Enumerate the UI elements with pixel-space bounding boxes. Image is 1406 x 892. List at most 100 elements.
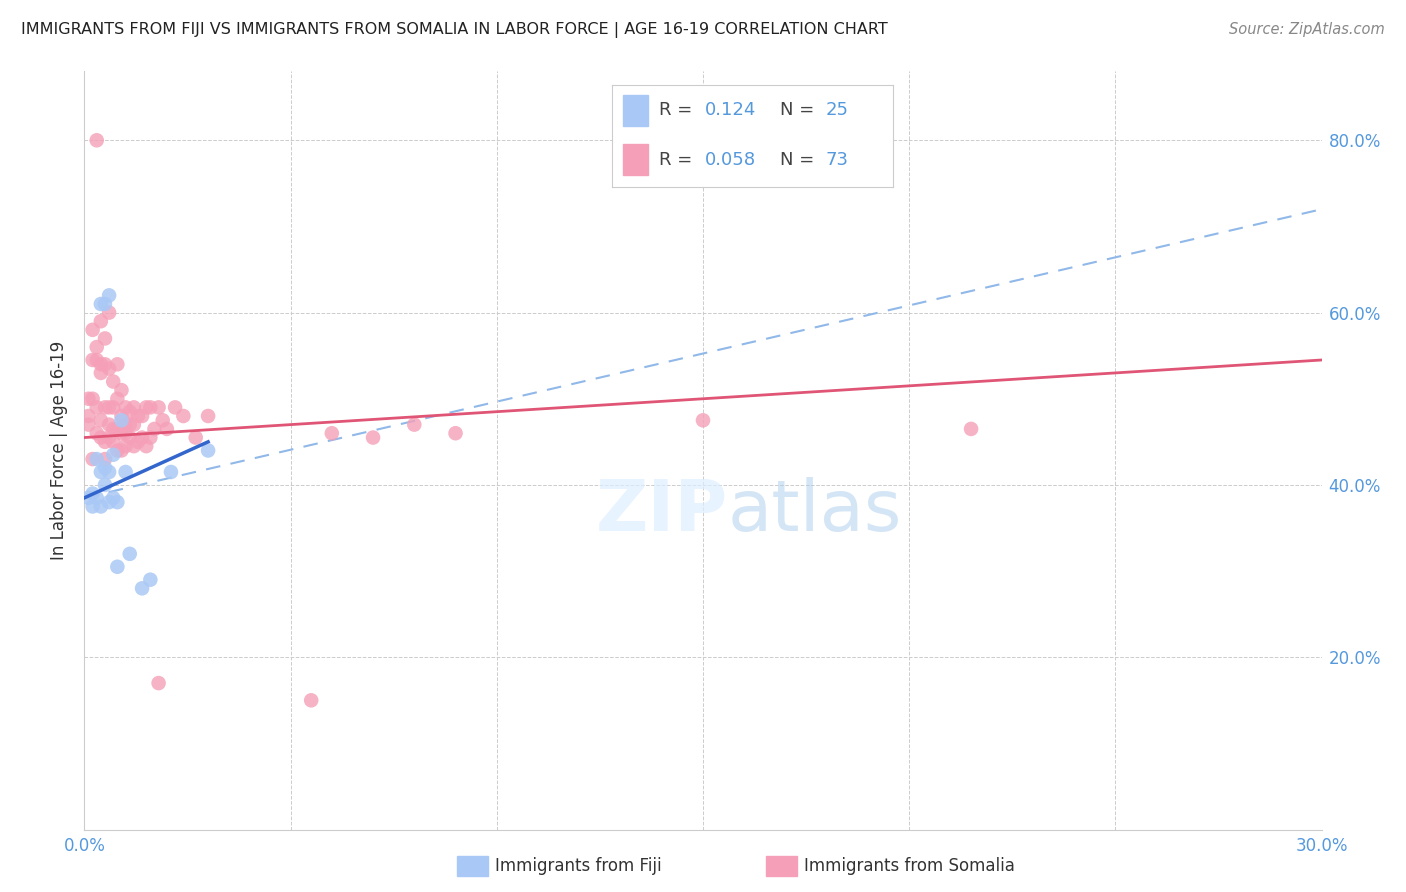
Point <box>156 422 179 436</box>
Point <box>77 392 100 406</box>
Point <box>82 323 104 337</box>
Point <box>103 434 125 449</box>
Point <box>98 401 121 415</box>
Point <box>110 409 132 423</box>
Text: ZIP: ZIP <box>596 476 728 546</box>
Point <box>361 431 384 445</box>
Point <box>82 500 104 514</box>
Point <box>135 401 157 415</box>
Point <box>86 426 108 441</box>
Point <box>86 452 108 467</box>
Point <box>90 413 112 427</box>
Point <box>165 401 187 415</box>
Point <box>98 288 121 302</box>
Point <box>105 357 128 371</box>
Text: N =: N = <box>780 151 820 169</box>
Point <box>110 413 132 427</box>
Point <box>118 405 141 419</box>
Point <box>114 439 136 453</box>
Point <box>131 409 153 423</box>
Bar <box>623 95 648 126</box>
Point <box>90 500 112 514</box>
Point <box>82 392 104 406</box>
Point <box>122 401 145 415</box>
Point <box>114 426 136 441</box>
Point <box>105 443 128 458</box>
Point <box>139 573 162 587</box>
Point <box>103 375 125 389</box>
Point <box>98 417 121 432</box>
Point <box>90 465 112 479</box>
Text: Immigrants from Somalia: Immigrants from Somalia <box>804 857 1015 875</box>
Text: R =: R = <box>659 151 699 169</box>
Point <box>98 305 121 319</box>
Point <box>321 426 343 441</box>
Point <box>94 401 117 415</box>
Point <box>960 422 983 436</box>
Point <box>139 431 162 445</box>
Text: 0.124: 0.124 <box>704 102 756 120</box>
Point <box>86 401 108 415</box>
Point <box>148 676 170 690</box>
Point <box>152 413 174 427</box>
Point <box>90 297 112 311</box>
Point <box>118 417 141 432</box>
Point <box>148 401 170 415</box>
Point <box>197 443 219 458</box>
Point <box>86 491 108 505</box>
Text: N =: N = <box>780 102 820 120</box>
Point <box>197 409 219 423</box>
Point <box>114 465 136 479</box>
Point <box>98 495 121 509</box>
Point <box>110 383 132 397</box>
Point <box>692 413 714 427</box>
Text: IMMIGRANTS FROM FIJI VS IMMIGRANTS FROM SOMALIA IN LABOR FORCE | AGE 16-19 CORRE: IMMIGRANTS FROM FIJI VS IMMIGRANTS FROM … <box>21 22 887 38</box>
Point <box>86 353 108 368</box>
Point <box>127 434 149 449</box>
Point <box>82 353 104 368</box>
Point <box>82 452 104 467</box>
Text: 0.058: 0.058 <box>704 151 755 169</box>
Point <box>103 448 125 462</box>
Point <box>110 443 132 458</box>
Point <box>105 495 128 509</box>
Text: Immigrants from Fiji: Immigrants from Fiji <box>495 857 662 875</box>
Point <box>77 417 100 432</box>
Point <box>172 409 194 423</box>
Point <box>103 401 125 415</box>
Point <box>105 392 128 406</box>
Point <box>94 434 117 449</box>
Point <box>94 357 117 371</box>
Text: R =: R = <box>659 102 699 120</box>
Point <box>110 426 132 441</box>
Point <box>86 340 108 354</box>
Point <box>299 693 322 707</box>
Text: atlas: atlas <box>728 476 903 546</box>
Point <box>82 486 104 500</box>
Point <box>184 431 207 445</box>
Point <box>94 297 117 311</box>
Point <box>98 465 121 479</box>
Point <box>143 422 166 436</box>
Point <box>122 439 145 453</box>
Text: 73: 73 <box>825 151 848 169</box>
Point <box>118 547 141 561</box>
Point <box>94 331 117 345</box>
Point <box>94 478 117 492</box>
Point <box>139 401 162 415</box>
Point <box>131 431 153 445</box>
Point <box>94 460 117 475</box>
Point <box>114 401 136 415</box>
Point <box>77 409 100 423</box>
Point <box>94 452 117 467</box>
Point <box>90 431 112 445</box>
Point <box>105 422 128 436</box>
Point <box>444 426 467 441</box>
Point <box>86 133 108 147</box>
Text: Source: ZipAtlas.com: Source: ZipAtlas.com <box>1229 22 1385 37</box>
Point <box>90 314 112 328</box>
Point <box>98 361 121 376</box>
Point <box>90 357 112 371</box>
Point <box>90 366 112 380</box>
Bar <box>623 145 648 175</box>
